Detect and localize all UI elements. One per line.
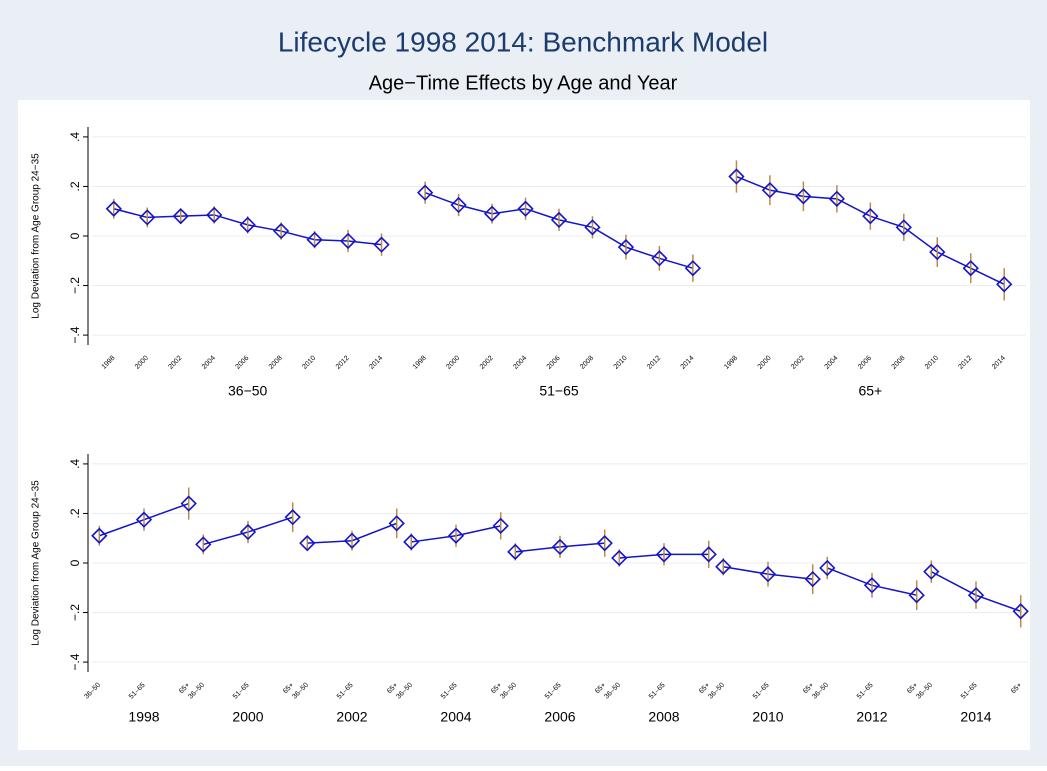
group-label: 2006 [544, 709, 575, 725]
marker [447, 527, 465, 544]
marker [596, 535, 613, 552]
marker [492, 517, 509, 534]
marker [416, 184, 434, 201]
marker [551, 538, 569, 556]
marker [700, 546, 717, 563]
y-tick-label: .2 [68, 508, 82, 518]
y-tick-label: .4 [68, 132, 82, 142]
marker [284, 509, 301, 526]
y-tick-label: −.4 [68, 326, 82, 343]
marker [550, 211, 568, 229]
marker [239, 216, 256, 233]
marker [299, 535, 316, 552]
marker [1012, 603, 1029, 620]
marker [450, 196, 467, 214]
marker [923, 563, 940, 580]
marker [795, 188, 812, 205]
marker [91, 527, 108, 544]
title: Lifecycle 1998 2014: Benchmark Model [278, 26, 768, 57]
y-axis-label: Log Deviation from Age Group 24−35 [31, 153, 42, 319]
plot-region [18, 100, 1030, 750]
marker [306, 231, 323, 248]
marker [715, 558, 732, 575]
marker [343, 532, 361, 549]
marker [339, 232, 357, 250]
y-tick-label: .2 [68, 181, 82, 191]
group-label: 2002 [336, 709, 367, 725]
marker [373, 236, 390, 253]
marker [728, 168, 745, 185]
marker [135, 511, 153, 528]
group-label: 2010 [752, 709, 783, 725]
y-tick-label: −.2 [68, 277, 82, 294]
group-label: 51−65 [539, 383, 579, 399]
marker [611, 549, 628, 567]
marker [139, 209, 156, 226]
marker [180, 495, 197, 512]
group-label: 2004 [440, 709, 471, 725]
y-axis-label: Log Deviation from Age Group 24−35 [31, 480, 42, 646]
marker [239, 523, 257, 541]
y-tick-label: −.2 [68, 604, 82, 621]
marker [929, 243, 946, 261]
marker [172, 208, 189, 225]
y-tick-label: 0 [68, 232, 82, 239]
marker [206, 206, 223, 224]
marker [819, 559, 836, 577]
marker [617, 239, 635, 256]
marker [584, 219, 601, 236]
marker [195, 536, 212, 553]
group-label: 1998 [128, 709, 159, 725]
marker [759, 566, 777, 583]
marker [507, 543, 524, 560]
marker [862, 208, 879, 225]
marker [483, 205, 501, 222]
marker [273, 222, 290, 240]
group-label: 2008 [648, 709, 679, 725]
group-label: 65+ [858, 383, 882, 399]
marker [967, 587, 985, 604]
marker [828, 190, 845, 207]
marker [996, 276, 1013, 293]
group-label: 2014 [960, 709, 991, 725]
marker [684, 260, 702, 277]
y-tick-label: −.4 [68, 653, 82, 670]
marker [388, 515, 405, 532]
subtitle: Age−Time Effects by Age and Year [369, 72, 678, 94]
group-label: 2012 [856, 709, 887, 725]
marker [804, 570, 821, 588]
marker [863, 577, 881, 594]
marker [105, 200, 122, 217]
group-label: 2000 [232, 709, 263, 725]
group-label: 36−50 [228, 383, 268, 399]
marker [651, 250, 668, 267]
marker [962, 260, 979, 277]
y-tick-label: .4 [68, 459, 82, 469]
y-tick-label: 0 [68, 559, 82, 566]
marker [655, 546, 673, 563]
marker [895, 219, 912, 236]
marker [761, 182, 779, 199]
marker [517, 200, 534, 217]
marker [908, 587, 925, 604]
marker [403, 533, 420, 551]
